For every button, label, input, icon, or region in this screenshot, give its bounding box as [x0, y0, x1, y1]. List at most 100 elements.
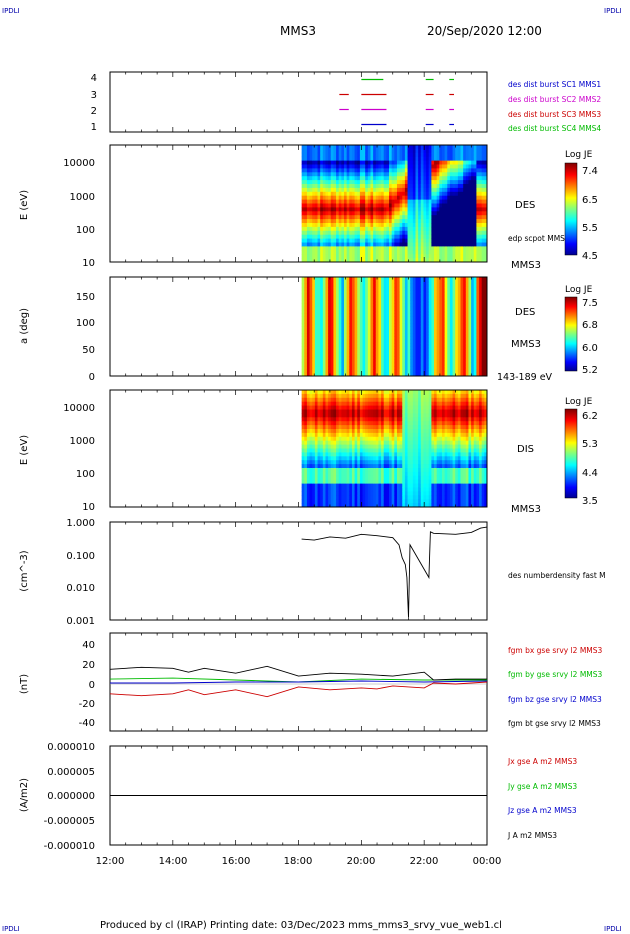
spectrogram-cell: [449, 258, 453, 263]
spectrogram-cell: [304, 316, 308, 321]
spectrogram-cell: [312, 333, 316, 337]
spectrogram-cell: [328, 280, 332, 284]
spectrogram-cell: [431, 339, 435, 344]
spectrogram-cell: [410, 359, 414, 364]
spectrogram-cell: [468, 254, 472, 259]
spectrogram-cell: [341, 199, 345, 204]
spectrogram-cell: [304, 401, 308, 406]
spectrogram-cell: [362, 258, 366, 263]
spectrogram-cell: [441, 191, 446, 197]
spectrogram-cell: [373, 156, 377, 161]
spectrogram-cell: [449, 160, 453, 165]
spectrogram-cell: [423, 215, 427, 220]
spectrogram-cell: [402, 195, 406, 200]
spectrogram-cell: [354, 286, 358, 291]
spectrogram-cell: [341, 156, 345, 161]
spectrogram-cell: [351, 421, 355, 426]
spectrogram-cell: [465, 300, 469, 304]
spectrogram-cell: [359, 156, 363, 161]
spectrogram-cell: [330, 409, 334, 414]
spectrogram-cell: [484, 234, 488, 239]
spectrogram-cell: [449, 306, 453, 311]
spectrogram-cell: [370, 293, 374, 298]
spectrogram-cell: [373, 306, 377, 311]
spectrogram-cell: [394, 329, 398, 334]
spectrogram-cell: [463, 160, 467, 165]
spectrogram-cell: [412, 293, 416, 298]
spectrogram-cell: [468, 195, 472, 200]
spectrogram-cell: [304, 362, 308, 367]
spectrogram-cell: [444, 223, 448, 228]
spectrogram-cell: [431, 372, 435, 377]
spectrogram-cell: [455, 203, 459, 208]
spectrogram-cell: [476, 319, 480, 324]
spectrogram-cell: [301, 187, 305, 193]
spectrogram-cell: [457, 336, 461, 341]
spectrogram-cell: [428, 246, 432, 251]
spectrogram-cell: [367, 184, 371, 189]
spectrogram-cell: [410, 199, 414, 204]
spectrogram-cell: [476, 152, 480, 158]
spectrogram-cell: [381, 172, 385, 177]
spectrogram-cell: [314, 339, 318, 344]
spectrogram-cell: [351, 199, 355, 204]
spectrogram-cell: [328, 290, 332, 294]
spectrogram-cell: [391, 349, 395, 354]
spectrogram-cell: [484, 280, 488, 284]
spectrogram-cell: [370, 215, 374, 220]
spectrogram-cell: [306, 372, 310, 377]
spectrogram-cell: [306, 333, 310, 337]
spectrogram-cell: [341, 310, 345, 314]
spectrogram-cell: [317, 199, 321, 204]
spectrogram-cell: [349, 191, 353, 197]
spectrogram-cell: [391, 238, 395, 243]
spectrogram-cell: [481, 199, 485, 204]
spectrogram-cell: [325, 250, 329, 255]
spectrogram-cell: [373, 286, 377, 291]
spectrogram-cell: [460, 329, 464, 334]
spectrogram-cell: [322, 277, 326, 281]
spectrogram-cell: [317, 226, 321, 232]
spectrogram-cell: [394, 168, 398, 173]
spectrogram-cell: [428, 234, 432, 239]
spectrogram-cell: [304, 176, 308, 181]
spectrogram-cell: [452, 349, 456, 354]
spectrogram-cell: [354, 491, 358, 496]
spectrogram-cell: [325, 333, 329, 337]
spectrogram-cell: [399, 326, 403, 331]
spectrogram-cell: [436, 303, 440, 308]
spectrogram-cell: [412, 323, 416, 327]
spectrogram-cell: [381, 180, 385, 185]
spectrogram-cell: [449, 290, 453, 294]
spectrogram-cell: [336, 425, 340, 430]
spectrogram-cell: [349, 195, 353, 200]
spectrogram-cell: [457, 326, 461, 331]
spectrogram-cell: [465, 326, 469, 331]
spectrogram-cell: [314, 226, 318, 232]
spectrogram-cell: [320, 303, 324, 308]
spectrogram-cell: [365, 405, 369, 410]
spectrogram-cell: [476, 172, 480, 177]
spectrogram-cell: [333, 393, 337, 399]
spectrogram-cell: [426, 277, 430, 281]
spectrogram-cell: [399, 254, 403, 259]
spectrogram-cell: [306, 468, 310, 473]
spectrogram-cell: [389, 313, 393, 317]
spectrogram-cell: [362, 456, 366, 461]
spectrogram-cell: [381, 339, 385, 344]
spectrogram-cell: [396, 230, 401, 236]
spectrogram-cell: [386, 242, 390, 247]
spectrogram-cell: [455, 148, 459, 154]
spectrogram-cell: [455, 362, 459, 367]
spectrogram-cell: [484, 336, 488, 341]
spectrogram-cell: [410, 230, 414, 236]
spectrogram-cell: [439, 313, 443, 317]
spectrogram-cell: [455, 223, 459, 228]
spectrogram-cell: [370, 300, 374, 304]
spectrogram-cell: [330, 313, 334, 317]
spectrogram-cell: [391, 339, 395, 344]
spectrogram-cell: [407, 180, 411, 185]
spectrogram-cell: [304, 160, 308, 165]
spectrogram-cell: [354, 464, 358, 469]
spectrogram-cell: [476, 156, 480, 161]
